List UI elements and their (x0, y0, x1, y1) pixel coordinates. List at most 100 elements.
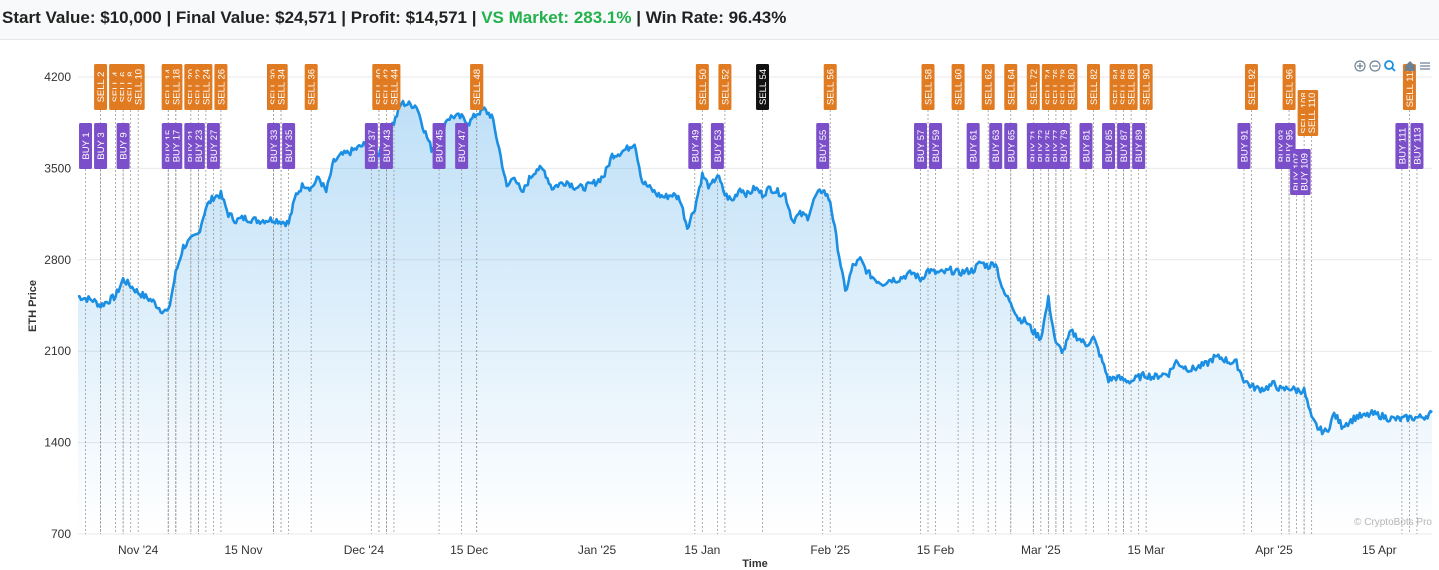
eth-price-chart[interactable]: 700 1400 2100 2800 3500 4200 Nov '24 15 Nov Dec… (0, 40, 1439, 570)
buy-label[interactable]: BUY 55 (816, 123, 830, 169)
sell-label[interactable]: SELL 2 (94, 64, 107, 110)
label-box (816, 123, 830, 169)
buy-label[interactable]: BUY 37 (364, 123, 378, 169)
buy-label[interactable]: BUY 61 (966, 123, 980, 169)
sell-label[interactable]: SELL 72 (1026, 64, 1040, 110)
label-box (191, 123, 205, 169)
trade-label-text: BUY 95 (1285, 130, 1296, 163)
buy-label[interactable]: BUY 109 (1297, 149, 1311, 195)
buy-label[interactable]: BUY 91 (1237, 123, 1251, 169)
trade-label-text: BUY 71 (1029, 130, 1040, 163)
buy-label[interactable]: BUY 45 (432, 123, 446, 169)
trade-label-text: SELL 96 (1285, 69, 1296, 105)
market-value: 283.1% (573, 8, 632, 27)
zoom-in-icon[interactable] (1354, 60, 1366, 72)
sell-label[interactable]: SELL 10 (131, 64, 145, 110)
buy-label[interactable]: BUY 53 (710, 123, 724, 169)
buy-label[interactable]: BUY 9 (116, 123, 130, 169)
sell-label[interactable]: SELL 36 (304, 64, 318, 110)
search-icon[interactable] (1384, 60, 1396, 72)
label-box (79, 123, 93, 169)
buy-label[interactable]: BUY 65 (1004, 123, 1017, 169)
x-tick-label: Nov '24 (118, 543, 159, 557)
zoom-out-icon[interactable] (1369, 60, 1381, 72)
sell-label[interactable]: SELL 34 (274, 64, 288, 110)
trade-label-text: BUY 45 (435, 130, 446, 163)
buy-label[interactable]: BUY 59 (929, 123, 943, 169)
label-box (432, 123, 446, 169)
sell-label[interactable]: SELL 110 (1305, 90, 1319, 136)
buy-label[interactable]: BUY 81 (1079, 123, 1093, 169)
buy-label[interactable]: BUY 47 (455, 123, 469, 169)
trade-label-text: SELL 24 (201, 69, 212, 105)
profit-value: $14,571 (405, 8, 468, 27)
trade-label-text: BUY 3 (96, 132, 107, 159)
sell-label[interactable]: SELL 92 (1244, 64, 1258, 110)
buy-label[interactable]: BUY 35 (282, 123, 296, 169)
price-area-fill (78, 101, 1432, 534)
trade-label-text: SELL 108 (1300, 92, 1311, 133)
buy-label[interactable]: BUY 23 (191, 123, 205, 169)
buy-label[interactable]: BUY 1 (79, 123, 93, 169)
buy-label[interactable]: BUY 49 (688, 123, 702, 169)
sell-label[interactable]: SELL 96 (1282, 64, 1296, 110)
buy-label[interactable]: BUY 27 (206, 123, 220, 169)
sell-label[interactable]: SELL 18 (169, 64, 182, 110)
label-box (981, 64, 995, 110)
label-box (1282, 64, 1296, 110)
buy-label[interactable]: BUY 89 (1132, 123, 1146, 169)
sell-label[interactable]: SELL 64 (1004, 64, 1017, 110)
buy-label[interactable]: BUY 3 (94, 123, 107, 169)
y-tick-label: 4200 (44, 70, 71, 84)
label-box (206, 123, 220, 169)
trade-label-text: SELL 76 (1051, 69, 1062, 105)
label-box (1244, 64, 1258, 110)
buy-label[interactable]: BUY 43 (379, 123, 393, 169)
sell-label[interactable]: SELL 44 (387, 64, 401, 110)
buy-label[interactable]: BUY 111 (1395, 123, 1409, 169)
trade-label-text: SELL 62 (984, 69, 995, 105)
trade-label-text: SELL 72 (1029, 69, 1040, 105)
sell-label[interactable]: SELL 112 (1402, 64, 1416, 110)
x-tick-label: 15 Mar (1127, 543, 1164, 557)
trade-label-text: SELL 10 (134, 69, 145, 105)
sell-label[interactable]: SELL 62 (981, 64, 995, 110)
menu-icon[interactable] (1420, 62, 1430, 70)
sell-label[interactable]: SELL 24 (199, 64, 212, 110)
trade-label-text: BUY 85 (1104, 130, 1115, 163)
buy-label[interactable]: BUY 113 (1410, 123, 1424, 169)
sell-label[interactable]: SELL 52 (718, 64, 732, 110)
x-tick-label: 15 Jan (684, 543, 720, 557)
y-tick-label: 2800 (44, 253, 71, 267)
sell-label[interactable]: SELL 50 (695, 64, 709, 110)
buy-label[interactable]: BUY 33 (267, 123, 280, 169)
buy-label[interactable]: BUY 57 (913, 123, 927, 169)
sell-label[interactable]: SELL 88 (1124, 64, 1138, 110)
label-box (470, 64, 484, 110)
label-box (1117, 123, 1131, 169)
sell-label[interactable]: SELL 56 (823, 64, 837, 110)
label-box (116, 123, 130, 169)
sell-label[interactable]: SELL 54 (756, 64, 770, 110)
sell-label[interactable]: SELL 80 (1064, 64, 1078, 110)
label-box (94, 123, 108, 169)
buy-label[interactable]: BUY 87 (1117, 123, 1130, 169)
buy-label[interactable]: BUY 85 (1102, 123, 1116, 169)
sell-label[interactable]: SELL 60 (951, 64, 965, 110)
label-box (1026, 64, 1040, 110)
sell-label[interactable]: SELL 48 (470, 64, 483, 110)
label-box (1402, 64, 1416, 110)
sell-label[interactable]: SELL 90 (1139, 64, 1153, 110)
sell-label[interactable]: SELL 26 (214, 64, 228, 110)
trade-label-text: SELL 34 (277, 69, 288, 105)
sell-label[interactable]: SELL 58 (921, 64, 935, 110)
home-icon[interactable] (1405, 61, 1415, 71)
trade-label-text: BUY 57 (916, 130, 927, 163)
price-line (77, 99, 1433, 436)
buy-label[interactable]: BUY 63 (989, 123, 1003, 169)
label-box (214, 64, 228, 110)
buy-label[interactable]: BUY 79 (1056, 123, 1070, 169)
buy-label[interactable]: BUY 17 (169, 123, 182, 169)
sell-label[interactable]: SELL 82 (1087, 64, 1100, 110)
